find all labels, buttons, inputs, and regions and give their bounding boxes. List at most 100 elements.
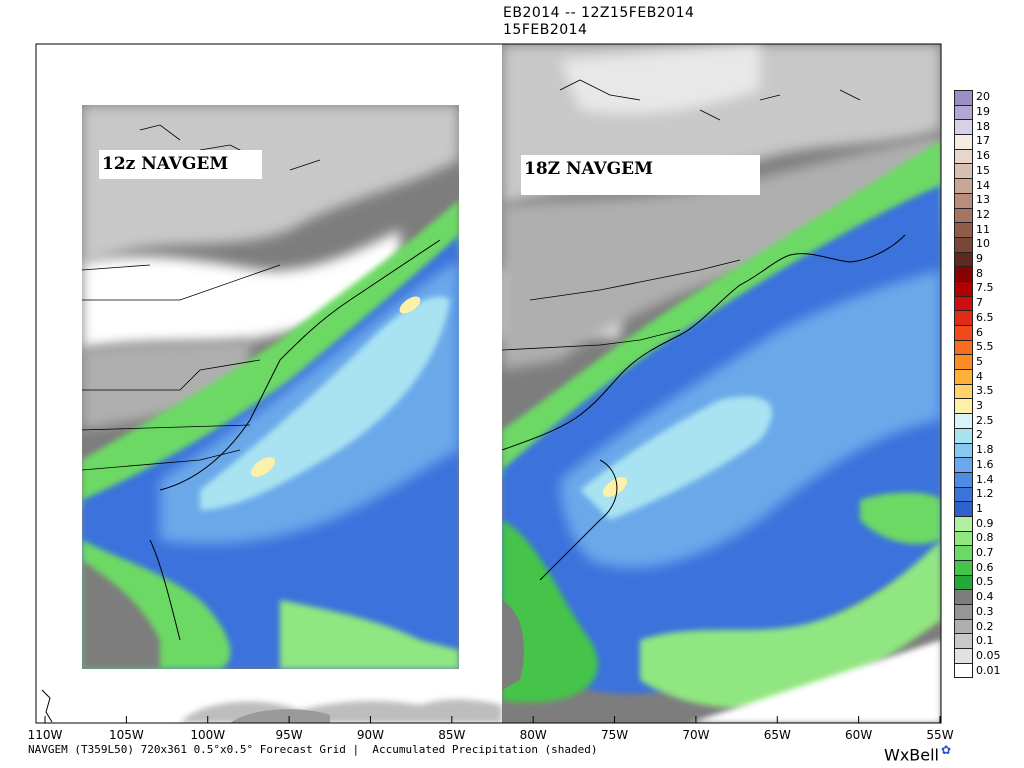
legend-label: 14 — [976, 178, 990, 192]
legend-label: 0.2 — [976, 619, 994, 633]
longitude-tick-label: 90W — [356, 728, 385, 742]
right-panel-map — [502, 44, 941, 723]
legend-swatch — [954, 545, 973, 560]
legend-swatch — [954, 251, 973, 267]
legend-swatch — [954, 574, 973, 590]
legend-label: 6.5 — [976, 310, 994, 324]
legend-label: 10 — [976, 237, 990, 251]
legend-label: 1.4 — [976, 472, 994, 486]
longitude-tick-label: 60W — [845, 728, 873, 742]
legend-swatch — [954, 207, 973, 223]
legend-swatch — [954, 192, 973, 208]
legend-swatch — [954, 354, 973, 370]
legend-swatch — [954, 310, 973, 325]
left-panel-map — [82, 105, 459, 669]
legend-swatch — [954, 457, 973, 472]
logo-dot-icon: ✿ — [941, 743, 952, 757]
legend-swatch — [954, 163, 973, 179]
legend-swatch — [954, 119, 973, 135]
legend-swatch — [954, 442, 973, 458]
legend-swatch — [954, 604, 973, 619]
legend-swatch — [954, 560, 973, 575]
legend-swatch — [954, 530, 973, 546]
longitude-tick-label: 55W — [926, 728, 954, 742]
legend-swatch — [954, 222, 973, 237]
legend-swatch — [954, 148, 973, 164]
longitude-tick-marks — [44, 716, 941, 723]
legend-label: 9 — [976, 252, 983, 266]
legend-label: 2.5 — [976, 413, 994, 427]
legend-label: 18 — [976, 119, 990, 133]
legend-label: 0.1 — [976, 634, 994, 648]
legend-label: 3 — [976, 399, 983, 413]
legend-label: 3.5 — [976, 384, 994, 398]
legend-swatch — [954, 486, 973, 502]
legend-label: 2 — [976, 428, 983, 442]
legend-swatch — [954, 295, 973, 311]
legend-swatch — [954, 662, 973, 678]
legend-label: 5 — [976, 354, 983, 368]
legend-swatch — [954, 280, 973, 296]
legend-swatch — [954, 501, 973, 516]
legend-swatch — [954, 90, 973, 105]
legend-label: 0.05 — [976, 648, 1001, 662]
longitude-tick-label: 110W — [27, 728, 63, 742]
legend-swatch — [954, 325, 973, 340]
legend-swatch — [954, 134, 973, 149]
legend-label: 20 — [976, 90, 990, 104]
header-valid-date: 15FEB2014 — [503, 22, 588, 38]
legend-label: 13 — [976, 193, 990, 207]
legend-label: 17 — [976, 134, 990, 148]
legend-swatch — [954, 413, 973, 428]
legend-swatch — [954, 471, 973, 487]
legend-swatch — [954, 589, 973, 605]
wxbell-logo: WxBell ✿ — [884, 743, 951, 764]
legend-swatch — [954, 104, 973, 120]
legend-label: 4 — [976, 369, 983, 383]
legend-swatch — [954, 178, 973, 193]
legend-swatch — [954, 236, 973, 252]
footer-description: NAVGEM (T359L50) 720x361 0.5°x0.5° Forec… — [28, 743, 598, 756]
precipitation-legend — [954, 90, 973, 678]
legend-label: 1.2 — [976, 487, 994, 501]
longitude-tick-label: 65W — [763, 728, 791, 742]
legend-label: 0.7 — [976, 546, 994, 560]
bottom-strip — [36, 688, 502, 723]
longitude-tick-label: 70W — [682, 728, 710, 742]
longitude-tick-label: 100W — [190, 728, 226, 742]
legend-label: 16 — [976, 149, 990, 163]
legend-swatch — [954, 383, 973, 399]
legend-label: 1.8 — [976, 443, 994, 457]
legend-label: 15 — [976, 163, 990, 177]
legend-label: 6 — [976, 325, 983, 339]
legend-label: 7.5 — [976, 281, 994, 295]
legend-swatch — [954, 618, 973, 634]
longitude-tick-label: 95W — [275, 728, 303, 742]
legend-label: 0.01 — [976, 663, 1001, 677]
right-panel-label: 18Z NAVGEM — [521, 155, 760, 195]
legend-label: 0.6 — [976, 560, 994, 574]
legend-swatch — [954, 633, 973, 649]
header-run-info: EB2014 -- 12Z15FEB2014 — [503, 5, 695, 21]
legend-swatch — [954, 398, 973, 414]
legend-label: 8 — [976, 266, 983, 280]
legend-label: 0.3 — [976, 604, 994, 618]
legend-label: 1.6 — [976, 457, 994, 471]
legend-label: 0.9 — [976, 516, 994, 530]
legend-label: 0.5 — [976, 575, 994, 589]
longitude-tick-label: 80W — [519, 728, 547, 742]
legend-label: 7 — [976, 296, 983, 310]
legend-swatch — [954, 369, 973, 384]
legend-label: 0.4 — [976, 590, 994, 604]
legend-label: 12 — [976, 207, 990, 221]
legend-label: 0.8 — [976, 531, 994, 545]
longitude-tick-label: 85W — [438, 728, 466, 742]
longitude-tick-label: 75W — [600, 728, 629, 742]
left-panel-label: 12z NAVGEM — [99, 150, 262, 179]
legend-swatch — [954, 266, 973, 281]
legend-label: 5.5 — [976, 340, 994, 354]
legend-swatch — [954, 515, 973, 531]
brand-text: WxBell — [884, 745, 939, 765]
legend-label: 19 — [976, 105, 990, 119]
